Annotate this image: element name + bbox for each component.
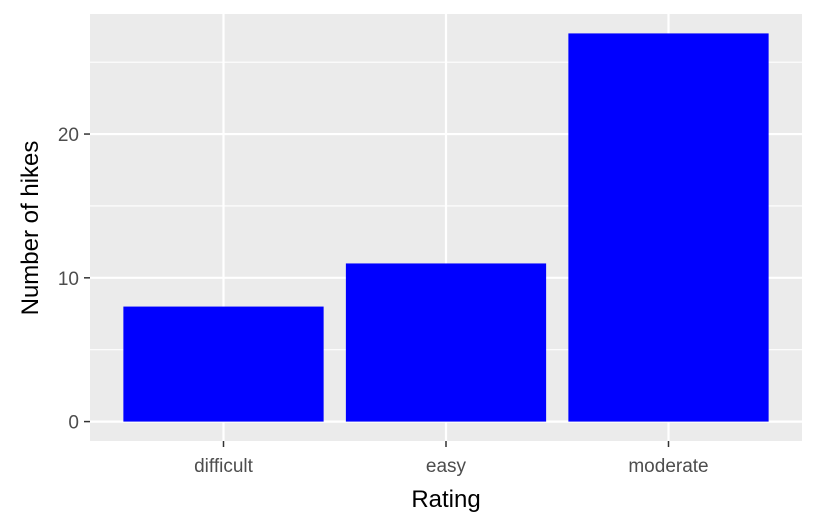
bars bbox=[123, 33, 769, 422]
y-axis-title: Number of hikes bbox=[17, 141, 44, 316]
x-tick-label-difficult: difficult bbox=[194, 456, 254, 477]
y-tick-label: 10 bbox=[58, 269, 79, 290]
y-tick-label: 0 bbox=[68, 413, 79, 434]
y-tick-label: 20 bbox=[58, 125, 79, 146]
bar-difficult bbox=[123, 306, 324, 422]
y-axis-ticks: 0 10 20 bbox=[58, 125, 90, 434]
x-axis-title: Rating bbox=[411, 486, 480, 513]
x-axis-ticks: difficult easy moderate bbox=[194, 441, 709, 477]
bar-moderate bbox=[568, 33, 769, 422]
x-tick-label-moderate: moderate bbox=[628, 456, 708, 477]
x-tick-label-easy: easy bbox=[426, 456, 467, 477]
bar-easy bbox=[345, 263, 547, 422]
